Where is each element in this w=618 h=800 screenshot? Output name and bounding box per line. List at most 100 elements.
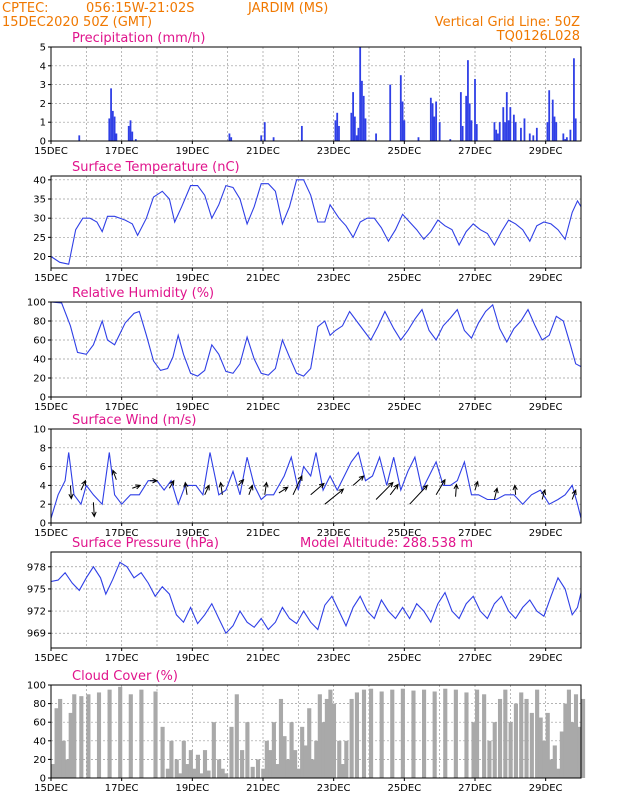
pressure-xtick-label: 19DEC: [175, 653, 209, 664]
cloud-bar: [443, 688, 448, 778]
cloud-bar: [487, 740, 492, 778]
cloud-cover-xtick-label: 19DEC: [175, 783, 209, 794]
cloud-bar: [185, 764, 190, 778]
precip-bar: [574, 118, 577, 141]
precipitation-xtick-label: 17DEC: [105, 146, 139, 157]
cloud-bar: [217, 759, 222, 778]
wind-title: Surface Wind (m/s): [72, 413, 196, 428]
cloud-bar: [153, 691, 158, 778]
precip-bar: [555, 122, 558, 141]
humidity-ytick-label: 0: [40, 393, 46, 404]
cloud-bar: [482, 694, 487, 778]
wind-vector: [278, 486, 289, 494]
cloud-bar: [282, 736, 287, 778]
precip-bar: [474, 78, 476, 141]
cloud-bar: [278, 698, 284, 778]
temperature-ytick-label: 30: [33, 214, 46, 225]
header-source: CPTEC:: [2, 1, 49, 16]
pressure-xtick-label: 15DEC: [34, 653, 68, 664]
temperature-ytick-label: 20: [33, 252, 46, 263]
wind-xtick-label: 17DEC: [105, 528, 139, 539]
header-station: JARDIM (MS): [247, 1, 328, 16]
wind-vector: [111, 469, 117, 480]
cloud-cover-ytick-label: 60: [33, 718, 46, 729]
cloud-bar: [240, 750, 245, 778]
cloud-cover-xtick-label: 29DEC: [529, 783, 563, 794]
humidity-title: Relative Humidity (%): [72, 286, 214, 301]
precip-bar: [548, 90, 551, 141]
wind-ytick-label: 4: [40, 481, 46, 492]
temperature-xtick-label: 15DEC: [34, 273, 68, 284]
wind-vector: [453, 483, 459, 497]
wind-ytick-label: 6: [40, 462, 46, 473]
wind-xtick-label: 23DEC: [317, 528, 351, 539]
cloud-bar: [303, 745, 308, 778]
precip-bar: [110, 88, 112, 141]
cloud-bar: [199, 773, 204, 778]
precip-bar: [401, 101, 404, 141]
wind-vector: [435, 478, 446, 496]
wind-xtick-label: 15DEC: [34, 528, 68, 539]
cloud-cover-xtick-label: 27DEC: [458, 783, 492, 794]
precip-bar: [362, 95, 365, 141]
pressure-ytick-label: 978: [27, 562, 46, 573]
cloud-bar: [552, 745, 557, 778]
cloud-bar: [275, 764, 280, 778]
pressure-ytick-label: 972: [27, 607, 46, 618]
pressure-panel: 969 972 975 978 15DEC 17DEC 19DEC 21DEC 23DEC 25D…: [27, 536, 582, 664]
cloud-bar: [72, 694, 77, 778]
precip-bar: [573, 58, 575, 141]
precip-bar: [498, 122, 501, 141]
wind-vector: [91, 502, 97, 518]
precip-bar: [334, 120, 337, 141]
wind-vector: [493, 487, 499, 500]
cloud-bar: [268, 750, 273, 778]
humidity-ytick-label: 40: [33, 355, 46, 366]
humidity-series-line: [50, 301, 582, 377]
wind-ytick-label: 8: [40, 443, 46, 454]
cloud-bar: [206, 770, 211, 778]
wind-vector: [248, 484, 254, 495]
precip-bar: [230, 137, 233, 141]
cloud-bar: [566, 689, 571, 778]
cloud-bar: [337, 740, 342, 778]
wind-vector: [389, 483, 399, 496]
wind-vector: [324, 488, 345, 505]
precip-bar: [260, 135, 263, 141]
wind-series-line: [50, 451, 582, 519]
cloud-bar: [165, 768, 170, 778]
wind-xtick-label: 27DEC: [458, 528, 492, 539]
wind-ytick-label: 0: [40, 519, 46, 530]
wind-vector: [310, 482, 325, 496]
cloud-bar: [234, 694, 239, 778]
precip-bar: [467, 60, 469, 141]
wind-vector: [571, 489, 577, 500]
cloud-bar: [61, 740, 66, 778]
cloud-bar: [317, 694, 322, 778]
precipitation-xtick-label: 29DEC: [529, 146, 563, 157]
humidity-xtick-label: 27DEC: [458, 402, 492, 413]
cloud-bar: [344, 740, 349, 778]
header-date: 15DEC2020 50Z (GMT): [2, 15, 152, 30]
wind-vector: [183, 481, 189, 495]
precip-bar: [111, 110, 114, 141]
cloud-bar: [573, 694, 579, 778]
cloud-bar: [411, 690, 416, 778]
precip-bar: [433, 116, 436, 141]
cloud-bar: [464, 692, 469, 778]
header-grid-note: Vertical Grid Line: 50Z: [435, 15, 580, 30]
precipitation-xtick-label: 25DEC: [387, 146, 421, 157]
cloud-bar: [581, 698, 586, 778]
precip-bar: [263, 122, 266, 141]
precipitation-ytick-label: 1: [40, 118, 46, 129]
cloud-bar: [503, 689, 508, 778]
precip-bar: [495, 129, 498, 141]
cloud-bar: [58, 698, 63, 778]
humidity-panel: 0 20 40 60 80 100 15DEC 17DEC 19DEC 21DEC 23DEC 25D…: [27, 286, 582, 413]
cloud-bar: [453, 689, 458, 778]
cloud-bar: [331, 703, 337, 778]
cloud-bar: [54, 708, 59, 778]
wind-vector: [68, 485, 74, 500]
cloud-bar: [128, 694, 133, 778]
temperature-xtick-label: 21DEC: [246, 273, 280, 284]
